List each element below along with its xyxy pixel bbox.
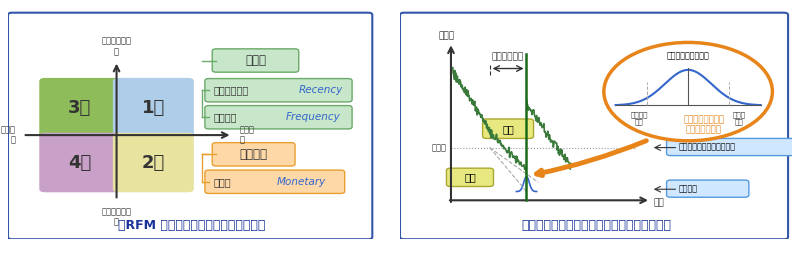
Text: 【正規分布の場合】: 【正規分布の場合】	[666, 52, 710, 61]
Text: 時間: 時間	[654, 198, 664, 207]
Text: 需要量
大: 需要量 大	[240, 125, 255, 145]
Text: 繰返性: 繰返性	[245, 54, 266, 67]
Text: 需要頻度: 需要頻度	[214, 112, 237, 122]
FancyBboxPatch shape	[400, 13, 788, 239]
Text: 需要量
少: 需要量 少	[0, 125, 15, 145]
Text: Frequency: Frequency	[286, 112, 341, 122]
FancyBboxPatch shape	[666, 180, 749, 197]
Text: 需要の繰返性
高: 需要の繰返性 高	[102, 37, 131, 56]
Text: リードタイム: リードタイム	[492, 53, 524, 62]
Text: 受注量: 受注量	[214, 177, 231, 187]
Text: 3類: 3類	[68, 99, 91, 117]
Text: Monetary: Monetary	[277, 177, 326, 187]
Text: 最終需要時期: 最終需要時期	[214, 85, 249, 95]
FancyBboxPatch shape	[666, 138, 800, 155]
Text: 4類: 4類	[68, 154, 91, 172]
Text: 【統計分布を用いた安全在庫・発注点算出】: 【統計分布を用いた安全在庫・発注点算出】	[521, 219, 671, 232]
Text: 売れない
場合: 売れない 場合	[630, 111, 648, 125]
Text: 納品: 納品	[502, 124, 514, 134]
FancyBboxPatch shape	[212, 49, 298, 72]
FancyBboxPatch shape	[482, 119, 534, 138]
FancyBboxPatch shape	[205, 170, 345, 193]
FancyBboxPatch shape	[446, 168, 494, 186]
FancyBboxPatch shape	[39, 133, 120, 192]
Text: 発注: 発注	[464, 172, 476, 182]
Text: リードタイム間の予測需要: リードタイム間の予測需要	[678, 143, 735, 152]
Text: 1類: 1類	[142, 99, 165, 117]
Text: 量の大小: 量の大小	[240, 148, 268, 161]
Text: 売れる
場合: 売れる 場合	[733, 111, 746, 125]
FancyBboxPatch shape	[39, 78, 120, 137]
Text: 【RFM 分析による商品特性の可視化】: 【RFM 分析による商品特性の可視化】	[118, 219, 266, 232]
FancyBboxPatch shape	[113, 133, 194, 192]
Text: 在庫量: 在庫量	[439, 31, 455, 40]
FancyBboxPatch shape	[8, 13, 372, 239]
FancyBboxPatch shape	[113, 78, 194, 137]
Circle shape	[606, 44, 770, 140]
FancyBboxPatch shape	[205, 106, 352, 129]
Text: 2類: 2類	[142, 154, 165, 172]
FancyBboxPatch shape	[205, 79, 352, 102]
Text: 発注点: 発注点	[432, 143, 447, 152]
Text: 安全在庫: 安全在庫	[678, 184, 698, 193]
FancyBboxPatch shape	[212, 143, 295, 166]
Text: 需要のバラつきを
安全在庫で吸収: 需要のバラつきを 安全在庫で吸収	[683, 115, 724, 134]
Text: Recency: Recency	[298, 85, 343, 95]
Text: 需要の繰返性
低: 需要の繰返性 低	[102, 207, 131, 226]
